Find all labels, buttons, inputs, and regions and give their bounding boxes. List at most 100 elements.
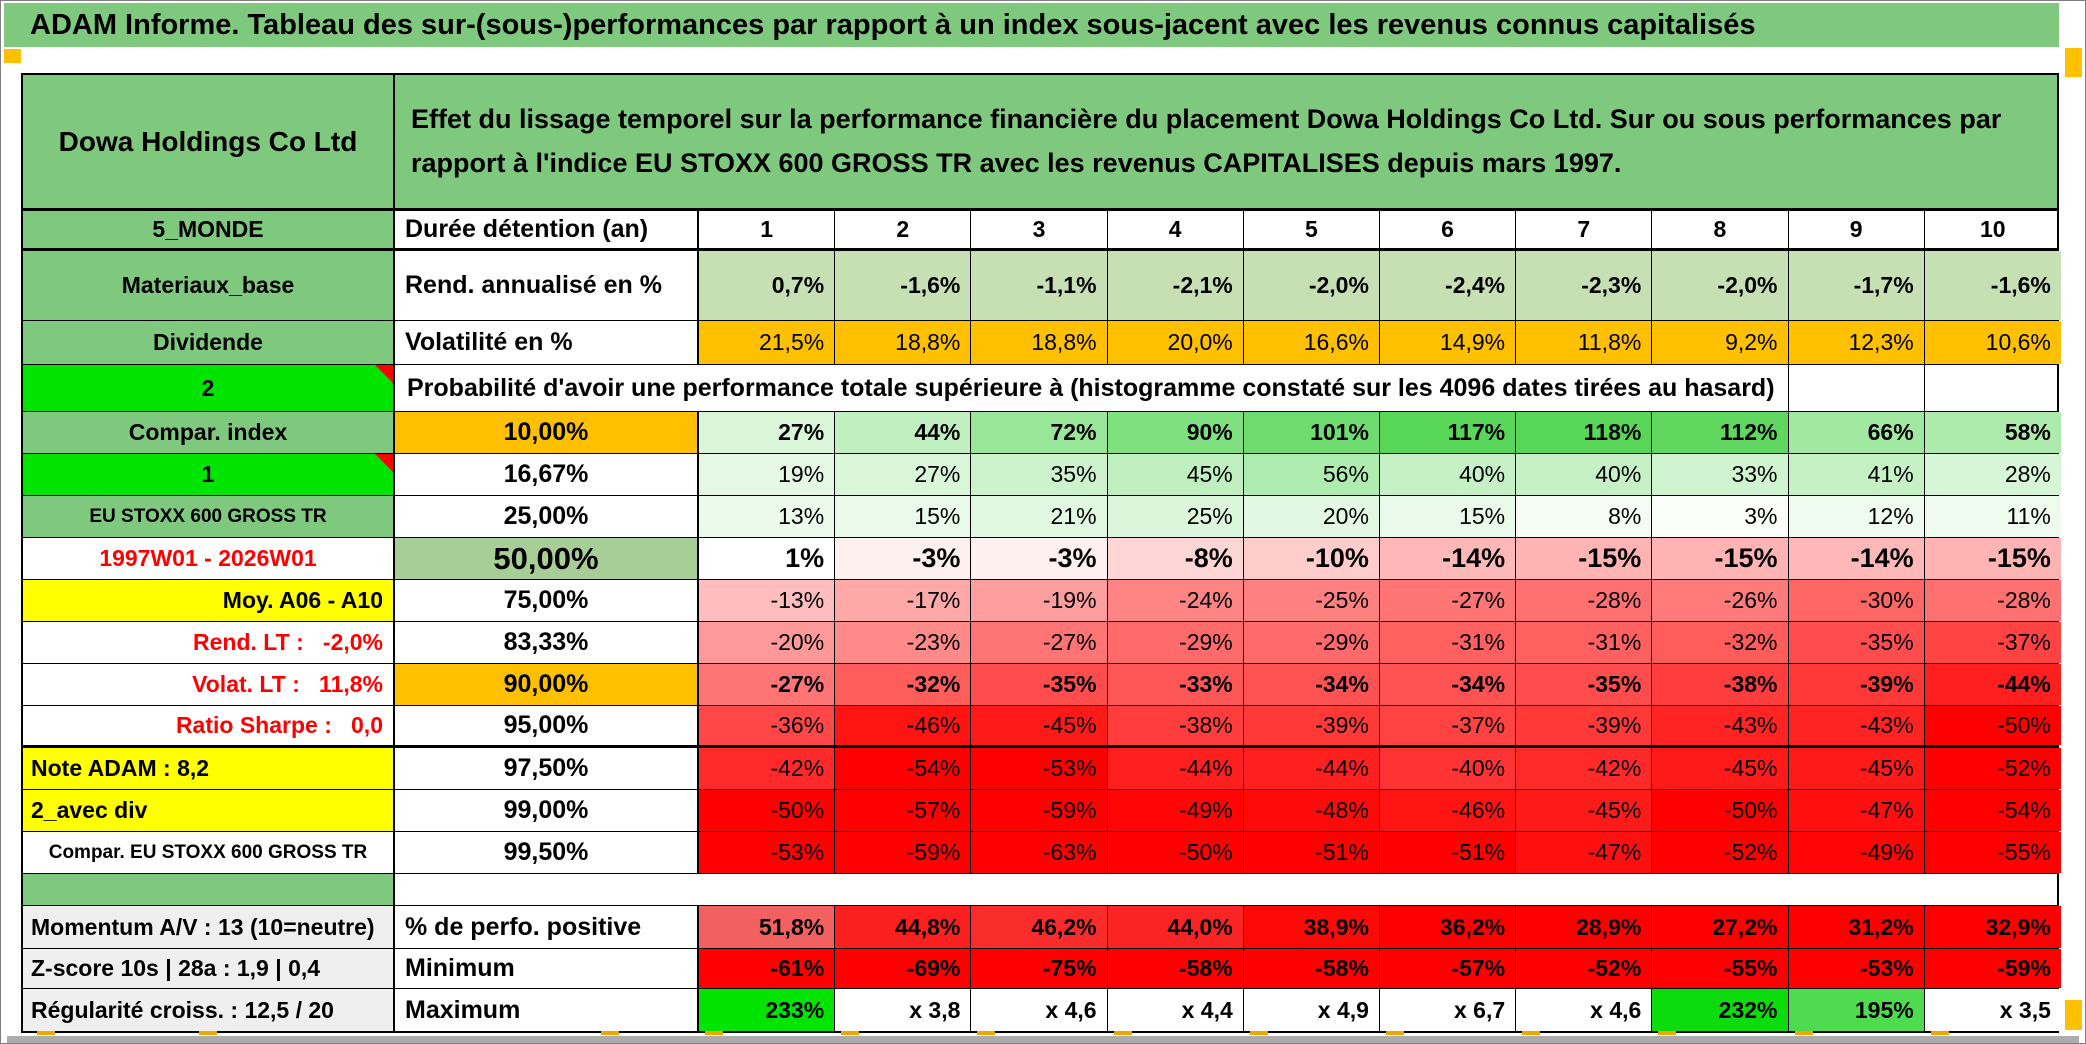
row-label-p90[interactable]: Volat. LT : 11,8% [23,664,395,705]
cell-rend-c3[interactable]: -1,1% [971,251,1108,320]
cell-p10-c9[interactable]: 66% [1788,412,1925,453]
cell-max-c7[interactable]: x 4,6 [1516,989,1653,1031]
cell-perfo-c1[interactable]: 51,8% [699,906,836,948]
cell-p975-c2[interactable]: -54% [835,748,972,789]
cell-p16-c8[interactable]: 33% [1652,454,1789,495]
cell-p83-c10[interactable]: -37% [1924,622,2061,663]
cell-p99-c5[interactable]: -48% [1243,790,1380,831]
cell-max-c2[interactable]: x 3,8 [835,989,972,1031]
row-label-rend[interactable]: Materiaux_base [23,251,395,320]
company-name-cell[interactable]: Dowa Holdings Co Ltd [23,75,395,208]
cell-max-c5[interactable]: x 4,9 [1243,989,1380,1031]
cell-p83-c4[interactable]: -29% [1107,622,1244,663]
cell-p16-c10[interactable]: 28% [1924,454,2061,495]
row-title-rend[interactable]: Rend. annualisé en % [395,251,699,320]
cell-rend-c4[interactable]: -2,1% [1107,251,1244,320]
cell-duration-c3[interactable]: 3 [971,211,1108,248]
cell-max-c3[interactable]: x 4,6 [971,989,1108,1031]
cell-p95-c3[interactable]: -45% [971,706,1108,745]
row-label-p99[interactable]: 2_avec div [23,790,395,831]
cell-p50-c6[interactable]: -14% [1379,538,1517,579]
cell-p10-c6[interactable]: 117% [1379,412,1517,453]
cell-p75-c4[interactable]: -24% [1107,580,1244,621]
cell-p995-c10[interactable]: -55% [1924,832,2061,873]
cell-p995-c4[interactable]: -50% [1107,832,1244,873]
cell-p10-c5[interactable]: 101% [1243,412,1380,453]
cell-p75-c10[interactable]: -28% [1924,580,2061,621]
cell-duration-c8[interactable]: 8 [1652,211,1789,248]
cell-min-c4[interactable]: -58% [1107,949,1244,988]
row-label-volat[interactable]: Dividende [23,321,395,364]
cell-p975-c7[interactable]: -42% [1516,748,1653,789]
cell-p16-c6[interactable]: 40% [1379,454,1517,495]
cell-p75-c5[interactable]: -25% [1243,580,1380,621]
cell-p95-c6[interactable]: -37% [1379,706,1517,745]
cell-p995-c3[interactable]: -63% [971,832,1108,873]
cell-max-c9[interactable]: 195% [1788,989,1925,1031]
cell-p99-c8[interactable]: -50% [1652,790,1789,831]
cell-p83-c8[interactable]: -32% [1652,622,1789,663]
cell-p90-c10[interactable]: -44% [1924,664,2061,705]
cell-p16-c9[interactable]: 41% [1788,454,1925,495]
cell-p75-c6[interactable]: -27% [1379,580,1517,621]
cell-rend-c10[interactable]: -1,6% [1924,251,2061,320]
cell-volat-c4[interactable]: 20,0% [1107,321,1244,364]
cell-rend-c7[interactable]: -2,3% [1516,251,1653,320]
cell-p995-c6[interactable]: -51% [1379,832,1517,873]
cell-p75-c7[interactable]: -28% [1516,580,1653,621]
cell-max-c1[interactable]: 233% [699,989,836,1031]
cell-p83-c5[interactable]: -29% [1243,622,1380,663]
cell-p83-c6[interactable]: -31% [1379,622,1517,663]
cell-p50-c3[interactable]: -3% [971,538,1108,579]
cell-p10-c7[interactable]: 118% [1516,412,1653,453]
cell-perfo-c3[interactable]: 46,2% [971,906,1108,948]
row-title-p83[interactable]: 83,33% [395,622,699,663]
row-title-p50[interactable]: 50,00% [395,538,699,579]
cell-max-c10[interactable]: x 3,5 [1924,989,2061,1031]
cell-p975-c6[interactable]: -40% [1379,748,1517,789]
row-title-p75[interactable]: 75,00% [395,580,699,621]
cell-p90-c8[interactable]: -38% [1652,664,1789,705]
row-label-p16[interactable]: 1 [23,454,395,495]
cell-p75-c8[interactable]: -26% [1652,580,1789,621]
cell-p90-c4[interactable]: -33% [1107,664,1244,705]
cell-p83-c7[interactable]: -31% [1516,622,1653,663]
cell-p975-c5[interactable]: -44% [1243,748,1380,789]
cell-duration-c5[interactable]: 5 [1244,211,1380,248]
cell-p16-c3[interactable]: 35% [971,454,1108,495]
cell-p90-c9[interactable]: -39% [1788,664,1925,705]
cell-p10-c4[interactable]: 90% [1107,412,1244,453]
cell-p50-c8[interactable]: -15% [1652,538,1789,579]
cell-p50-c4[interactable]: -8% [1107,538,1244,579]
cell-max-c8[interactable]: 232% [1652,989,1789,1031]
row-title-min[interactable]: Minimum [395,949,699,988]
cell-volat-c3[interactable]: 18,8% [971,321,1108,364]
cell-p25-c1[interactable]: 13% [699,496,836,537]
row-title-p25[interactable]: 25,00% [395,496,699,537]
table-description-cell[interactable]: Effet du lissage temporel sur la perform… [395,75,2057,208]
row-label-p25[interactable]: EU STOXX 600 GROSS TR [23,496,395,537]
cell-volat-c6[interactable]: 14,9% [1379,321,1517,364]
row-label-prob-header[interactable]: 2 [23,365,395,411]
cell-rend-c1[interactable]: 0,7% [699,251,836,320]
cell-p95-c8[interactable]: -43% [1652,706,1789,745]
row-title-perfo[interactable]: % de perfo. positive [395,906,699,948]
cell-p25-c2[interactable]: 15% [835,496,972,537]
cell-duration-c4[interactable]: 4 [1108,211,1244,248]
cell-p10-c10[interactable]: 58% [1924,412,2061,453]
cell-p25-c9[interactable]: 12% [1788,496,1925,537]
cell-p16-c5[interactable]: 56% [1243,454,1380,495]
report-title-cell[interactable]: ADAM Informe. Tableau des sur-(sous-)per… [4,3,2059,47]
row-title-max[interactable]: Maximum [395,989,699,1031]
cell-rend-c2[interactable]: -1,6% [835,251,972,320]
cell-p83-c3[interactable]: -27% [971,622,1108,663]
cell-perfo-c7[interactable]: 28,9% [1516,906,1653,948]
cell-min-c2[interactable]: -69% [835,949,972,988]
row-label-p975[interactable]: Note ADAM : 8,2 [23,748,395,789]
row-label-p95[interactable]: Ratio Sharpe : 0,0 [23,706,395,745]
cell-p975-c1[interactable]: -42% [699,748,836,789]
cell-volat-c8[interactable]: 9,2% [1652,321,1789,364]
cell-p90-c3[interactable]: -35% [971,664,1108,705]
cell-min-c6[interactable]: -57% [1379,949,1517,988]
cell-rend-c6[interactable]: -2,4% [1379,251,1517,320]
